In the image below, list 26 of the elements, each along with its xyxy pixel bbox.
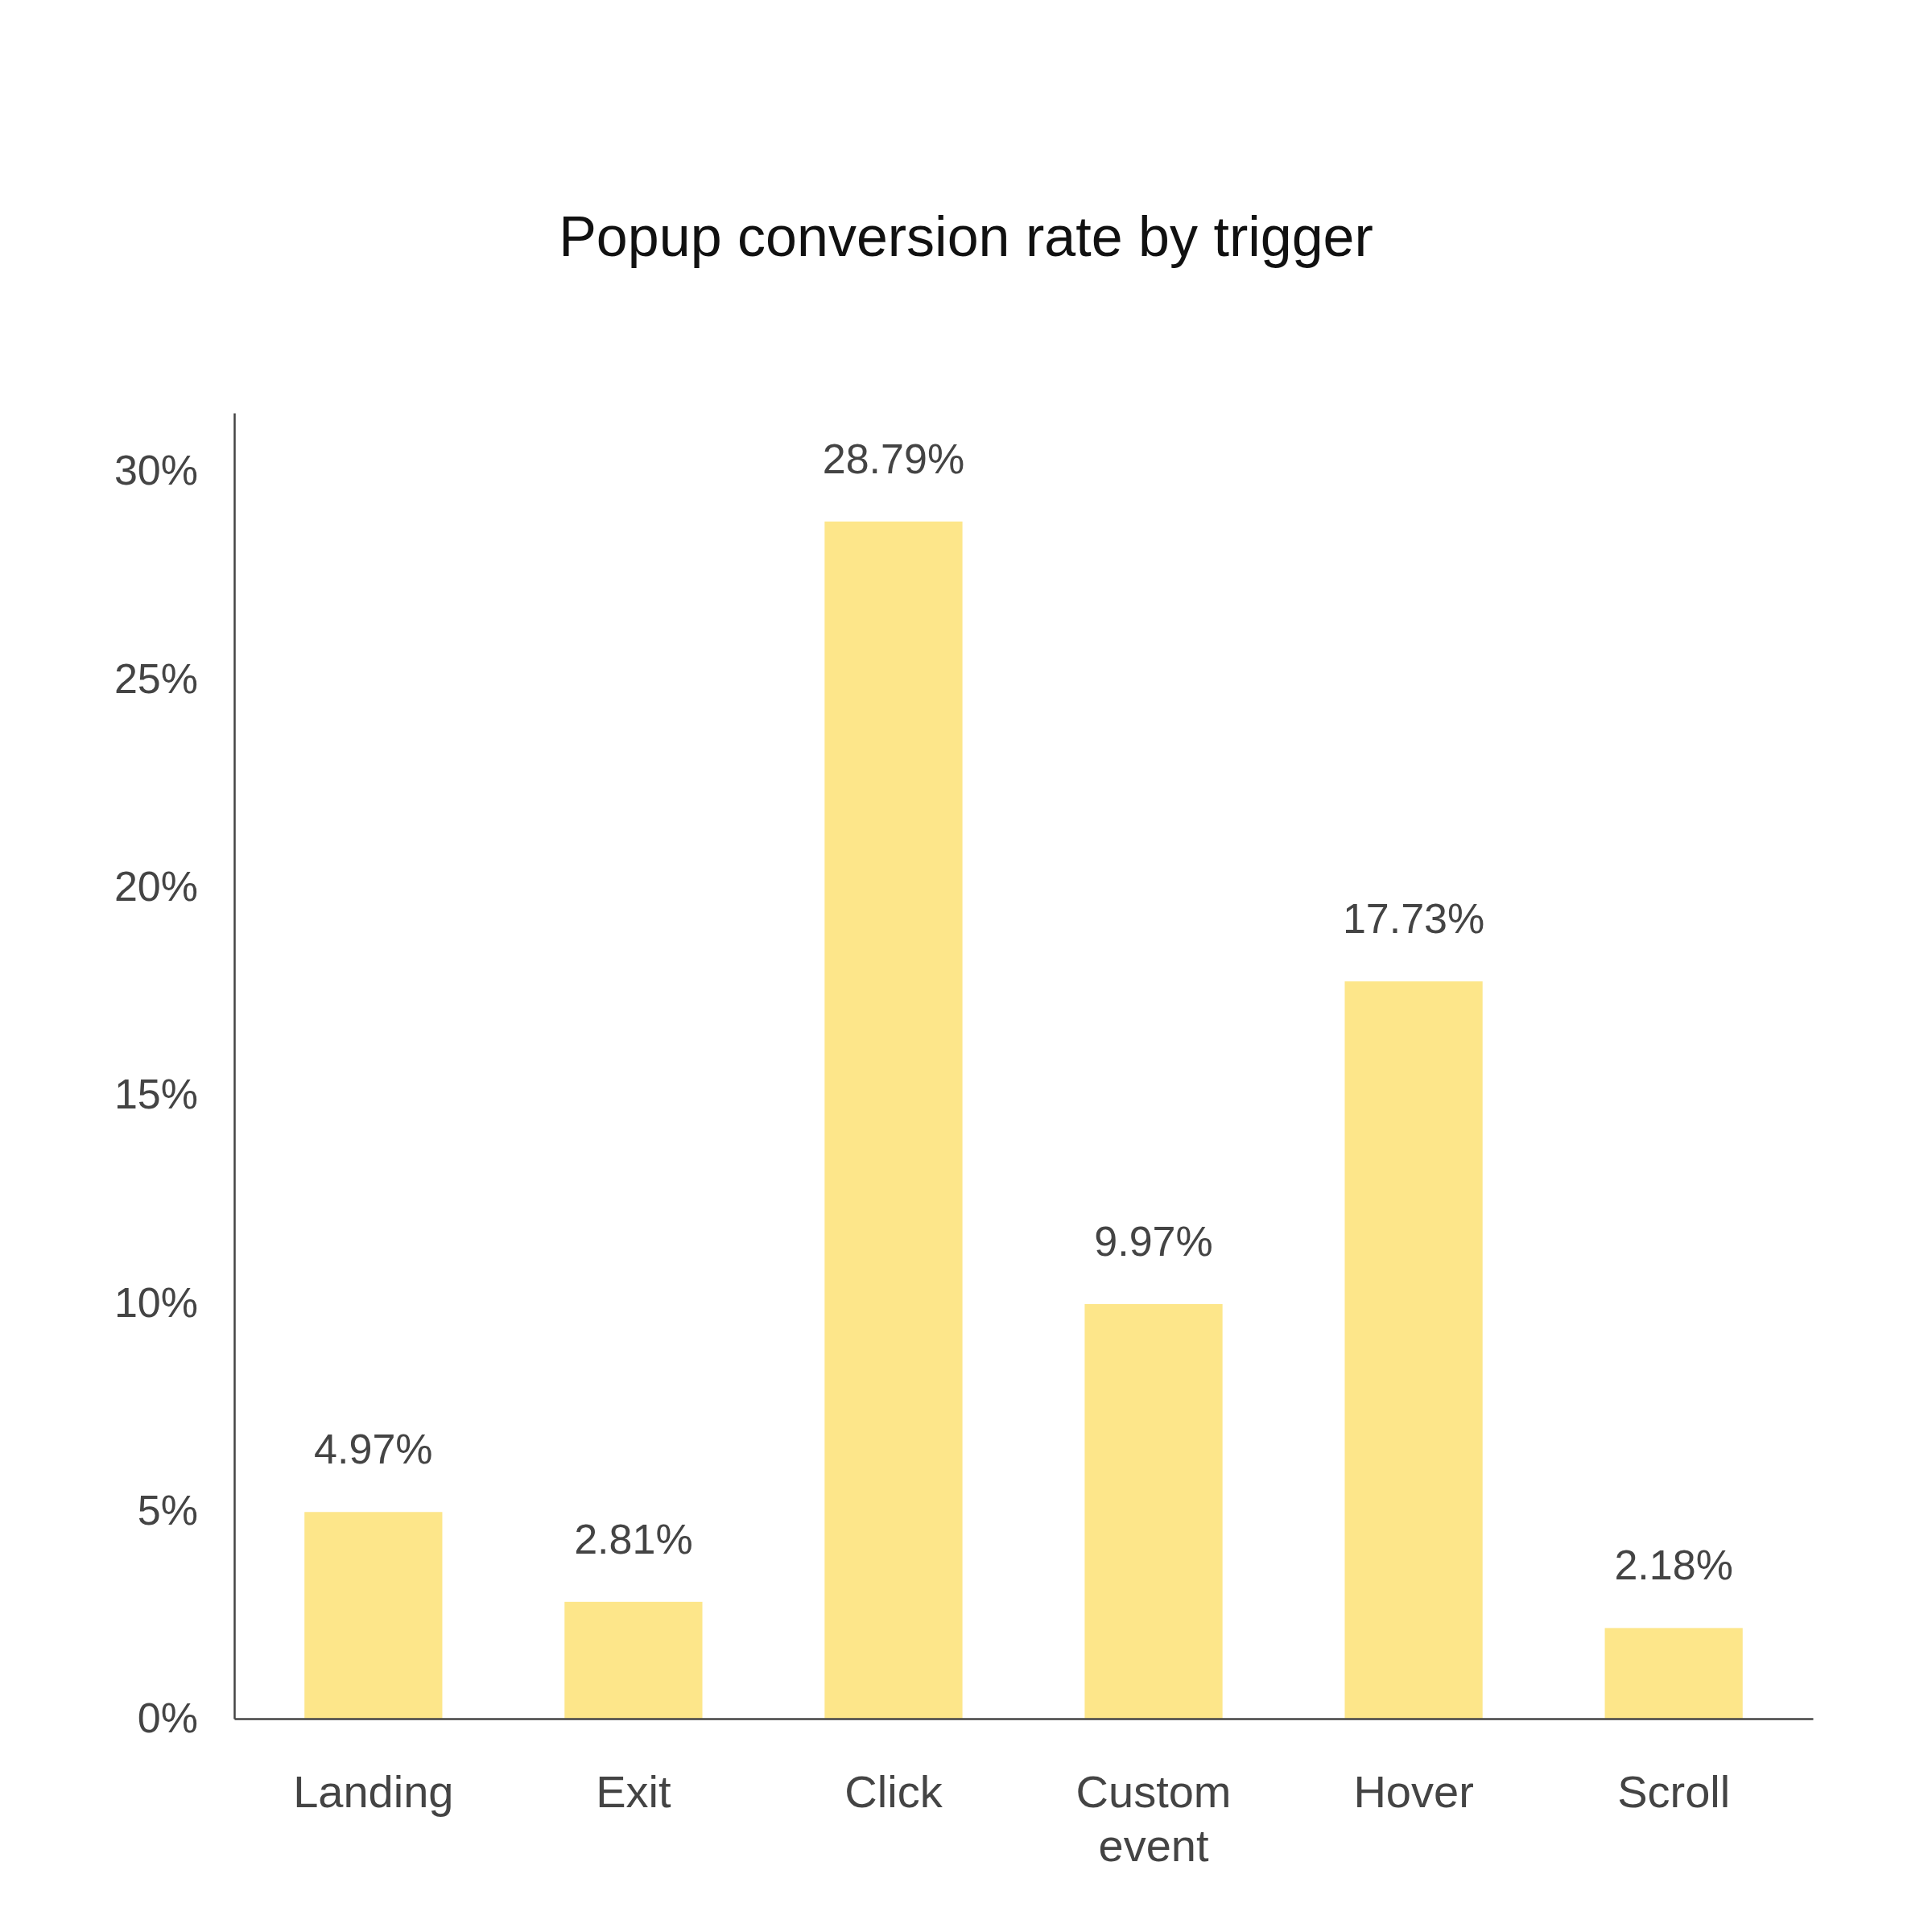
x-tick-label: Landing — [293, 1765, 454, 1817]
y-tick-label: 0% — [137, 1695, 198, 1742]
data-label: 2.18% — [1614, 1542, 1733, 1589]
bar — [1344, 981, 1483, 1719]
data-label: 4.97% — [314, 1426, 433, 1473]
chart-title: Popup conversion rate by trigger — [559, 205, 1373, 268]
y-tick-label: 25% — [114, 654, 198, 702]
x-tick-label: Exit — [596, 1765, 672, 1817]
bar — [304, 1512, 443, 1719]
data-label: 28.79% — [822, 435, 965, 482]
data-label: 2.81% — [574, 1515, 693, 1563]
x-tick-label: Click — [844, 1765, 943, 1817]
x-tick-label: Scroll — [1617, 1765, 1731, 1817]
y-tick-label: 30% — [114, 447, 198, 494]
y-tick-label: 15% — [114, 1071, 198, 1118]
bar — [824, 521, 963, 1719]
x-tick-label: Hover — [1353, 1765, 1474, 1817]
data-label: 17.73% — [1342, 895, 1485, 943]
y-tick-label: 20% — [114, 863, 198, 910]
y-tick-label: 5% — [137, 1486, 198, 1534]
x-tick-label: Custom event — [1075, 1765, 1232, 1871]
bar — [1084, 1303, 1223, 1719]
bar — [564, 1601, 703, 1719]
y-tick-label: 10% — [114, 1278, 198, 1326]
bar — [1604, 1628, 1743, 1719]
data-label: 9.97% — [1094, 1217, 1213, 1265]
